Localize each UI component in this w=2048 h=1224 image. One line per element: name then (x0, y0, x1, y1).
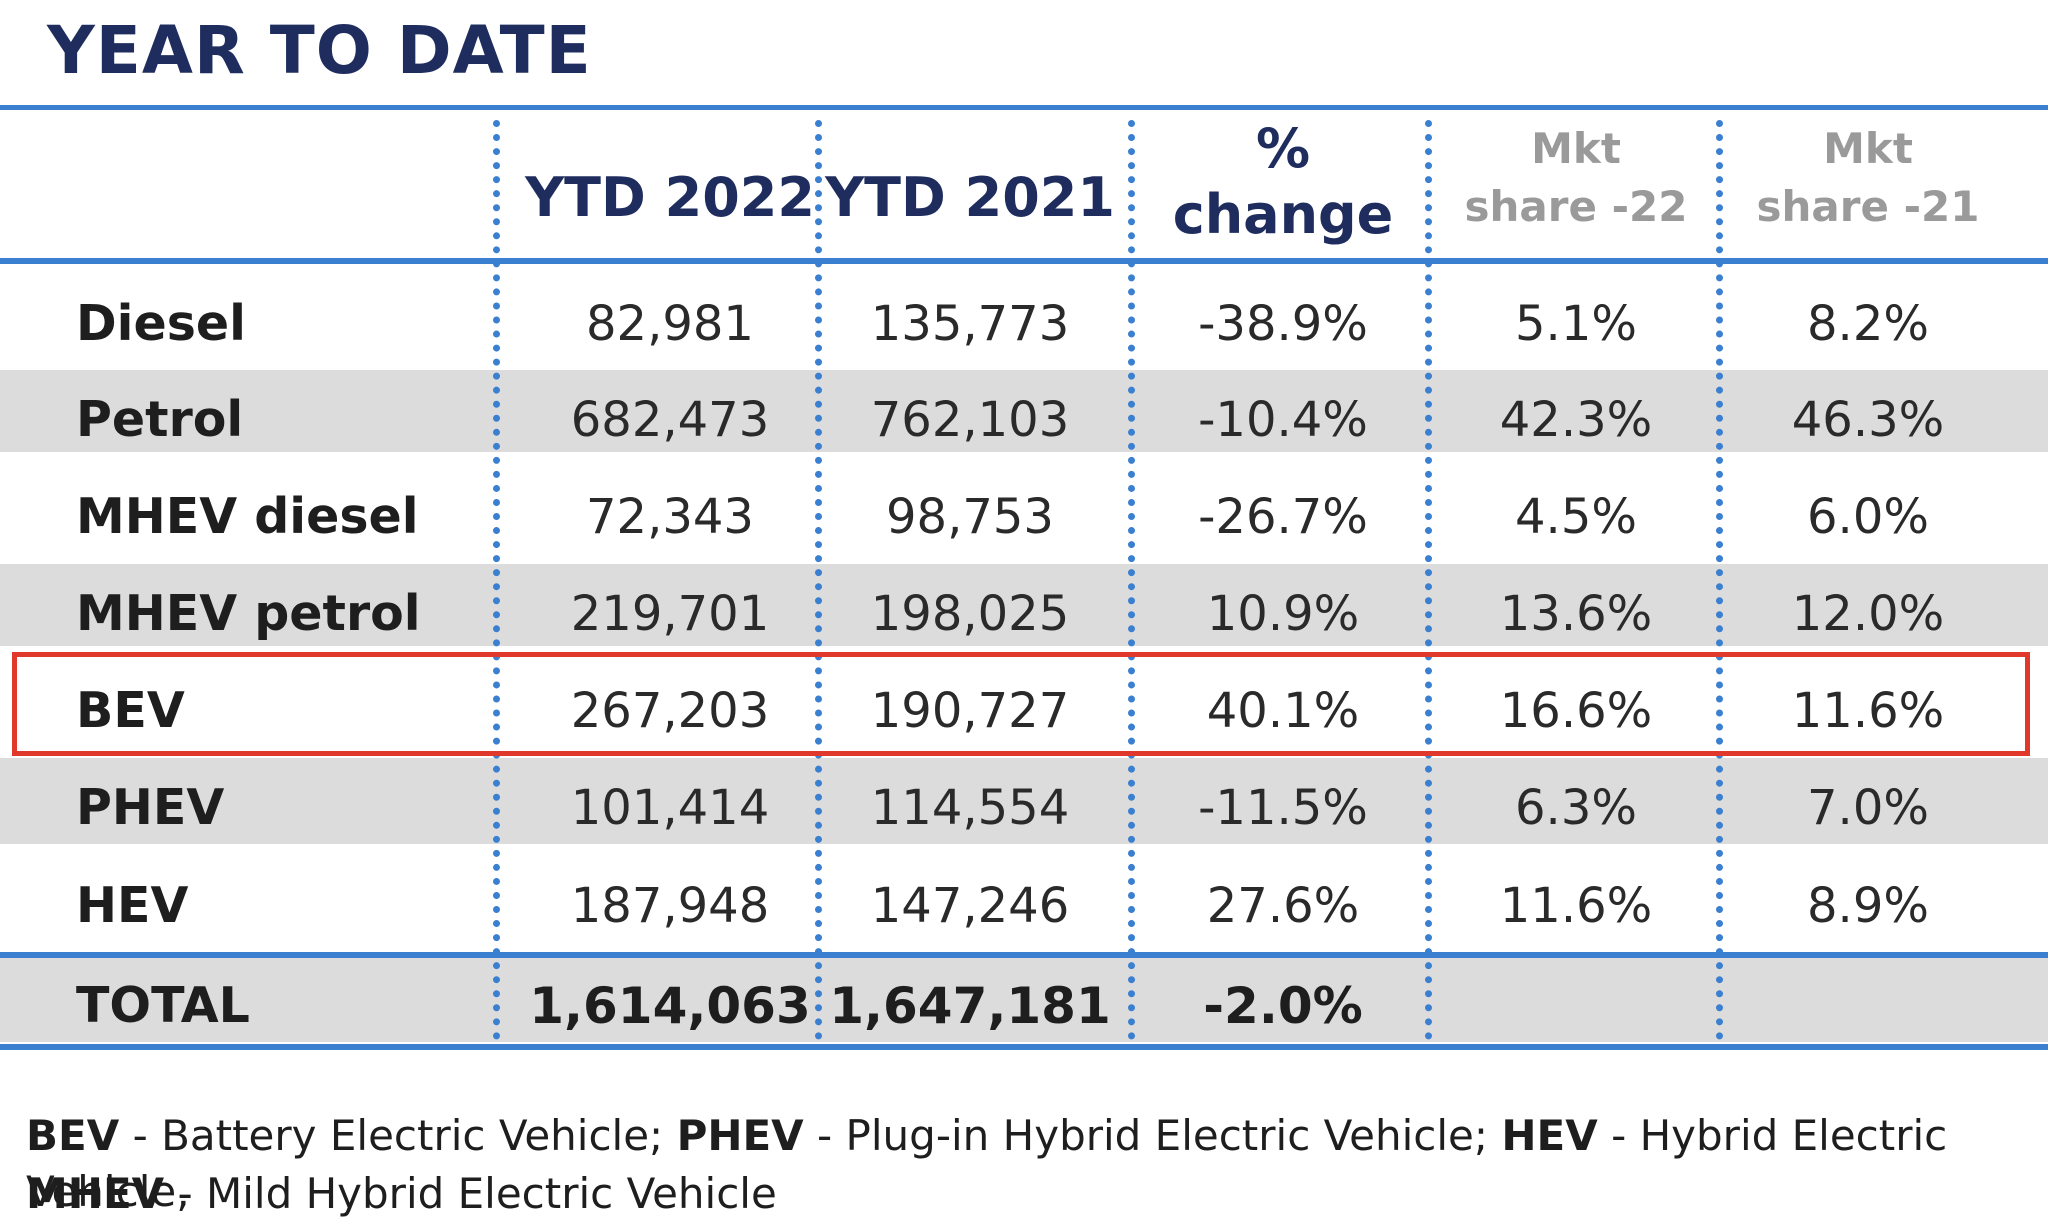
footnote-abbr: MHEV (26, 1169, 165, 1218)
column-header-line: % (1255, 117, 1311, 180)
table-rule (0, 1044, 2048, 1050)
table-rule (0, 258, 2048, 264)
table-cell: 4.5% (1515, 489, 1637, 545)
table-cell: 11.6% (1499, 878, 1653, 934)
column-header-line: YTD 2021 (825, 166, 1115, 229)
column-separator (1716, 120, 1723, 1040)
table-cell: 40.1% (1206, 683, 1360, 739)
row-label: HEV (76, 877, 189, 934)
table-cell: 219,701 (570, 586, 770, 642)
column-separator (815, 120, 822, 1040)
row-label: PHEV (76, 779, 225, 836)
row-label: BEV (76, 682, 185, 739)
footnote-desc: - Battery Electric Vehicle; (119, 1111, 677, 1160)
table-cell: 198,025 (870, 586, 1070, 642)
table-cell: 46.3% (1791, 392, 1945, 448)
table-cell: 7.0% (1807, 780, 1929, 836)
column-header-pct: % change (1133, 116, 1433, 248)
row-label: MHEV petrol (76, 585, 421, 642)
page-title: YEAR TO DATE (47, 12, 592, 89)
table-cell: 16.6% (1499, 683, 1653, 739)
column-header-mkt22: Mkt share -22 (1431, 120, 1721, 236)
total-cell: 1,614,063 (529, 977, 811, 1035)
row-label: Diesel (76, 295, 246, 352)
table-cell: 8.9% (1807, 878, 1929, 934)
column-header-line: Mkt (1823, 124, 1913, 173)
table-cell: 42.3% (1499, 392, 1653, 448)
row-band (0, 370, 2048, 452)
table-cell: 114,554 (870, 780, 1070, 836)
column-header-ytd2021: YTD 2021 (820, 168, 1120, 228)
table-cell: 101,414 (570, 780, 770, 836)
total-label: TOTAL (76, 977, 250, 1034)
table-cell: 267,203 (570, 683, 770, 739)
column-header-line: share -21 (1756, 182, 1980, 231)
row-band (0, 954, 2048, 1042)
footnote-line-2: MHEV - Mild Hybrid Electric Vehicle (26, 1166, 2026, 1222)
row-band (0, 758, 2048, 844)
table-cell: -11.5% (1198, 780, 1368, 836)
table-cell: 5.1% (1515, 296, 1637, 352)
column-header-line: share -22 (1464, 182, 1688, 231)
footnote-desc: - Mild Hybrid Electric Vehicle (164, 1169, 777, 1218)
table-cell: 147,246 (870, 878, 1070, 934)
table-cell: 682,473 (570, 392, 770, 448)
table-cell: 12.0% (1791, 586, 1945, 642)
footnote-abbr: PHEV (676, 1111, 804, 1160)
total-cell (1723, 958, 2013, 1054)
table-cell: 72,343 (586, 489, 754, 545)
table-cell: 8.2% (1807, 296, 1929, 352)
table-cell: 11.6% (1791, 683, 1945, 739)
footnote-abbr: HEV (1501, 1111, 1598, 1160)
table-cell: -10.4% (1198, 392, 1368, 448)
table-cell: 27.6% (1206, 878, 1360, 934)
row-label: Petrol (76, 391, 244, 448)
column-header-line: YTD 2022 (525, 166, 815, 229)
total-cell: 1,647,181 (829, 977, 1111, 1035)
footnote-desc: - Plug-in Hybrid Electric Vehicle; (803, 1111, 1502, 1160)
table-rule (0, 105, 2048, 110)
column-header-line: Mkt (1531, 124, 1621, 173)
table-cell: -26.7% (1198, 489, 1368, 545)
column-header-line: change (1172, 183, 1394, 246)
row-label: MHEV diesel (76, 488, 419, 545)
row-band (0, 564, 2048, 646)
column-header-mkt21: Mkt share -21 (1723, 120, 2013, 236)
table-cell: 13.6% (1499, 586, 1653, 642)
footnote-line-1: BEV - Battery Electric Vehicle; PHEV - P… (26, 1108, 2026, 1220)
footnote-desc: - Hybrid Electric Vehicle, (26, 1111, 1948, 1216)
table-cell: 762,103 (870, 392, 1070, 448)
table-cell: 190,727 (870, 683, 1070, 739)
column-separator (1128, 120, 1135, 1040)
table-cell: 98,753 (886, 489, 1054, 545)
total-cell: -2.0% (1203, 977, 1363, 1035)
table-cell: 187,948 (570, 878, 770, 934)
table-cell: 82,981 (586, 296, 754, 352)
footnote-abbr: BEV (26, 1111, 120, 1160)
table-cell: 135,773 (870, 296, 1070, 352)
bev-highlight-box (12, 652, 2030, 756)
table-cell: 6.0% (1807, 489, 1929, 545)
column-header-ytd2022: YTD 2022 (520, 168, 820, 228)
table-rule (0, 952, 2048, 958)
column-separator (493, 120, 500, 1040)
total-cell (1431, 958, 1721, 1054)
table-cell: -38.9% (1198, 296, 1368, 352)
column-separator (1425, 120, 1432, 1040)
table-cell: 6.3% (1515, 780, 1637, 836)
table-cell: 10.9% (1206, 586, 1360, 642)
